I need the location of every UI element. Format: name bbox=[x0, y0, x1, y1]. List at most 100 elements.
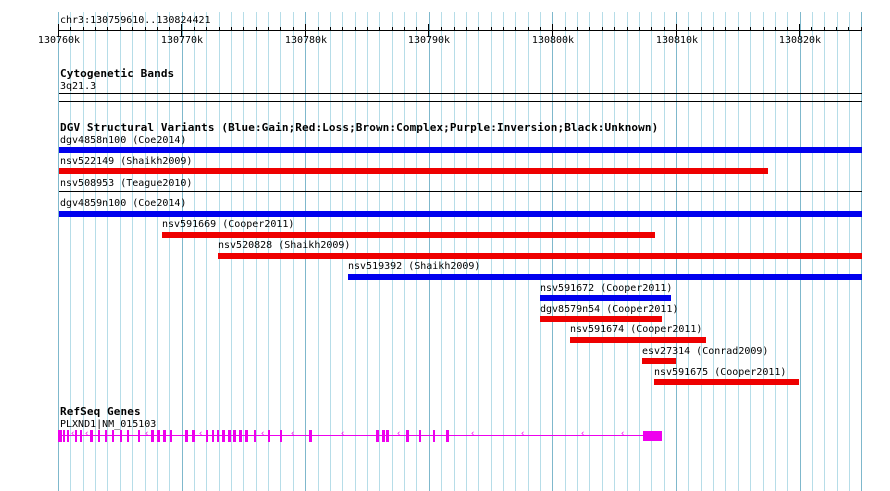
ruler-minor-tick bbox=[379, 27, 380, 31]
ruler-minor-tick bbox=[750, 27, 751, 31]
grid-line bbox=[280, 12, 281, 491]
ruler-minor-tick bbox=[268, 27, 269, 31]
gene-exon bbox=[157, 430, 160, 442]
variant-bar-loss[interactable] bbox=[642, 358, 676, 364]
ruler-minor-tick bbox=[169, 27, 170, 31]
gene-exon bbox=[309, 430, 312, 442]
ruler-minor-tick bbox=[318, 27, 319, 31]
grid-line bbox=[182, 12, 183, 491]
gene-exon bbox=[63, 430, 65, 442]
region-label: chr3:130759610..130824421 bbox=[60, 15, 211, 26]
variant-label: nsv591674 (Cooper2011) bbox=[570, 324, 703, 335]
ruler-minor-tick bbox=[614, 27, 615, 31]
strand-arrow-icon: ‹ bbox=[340, 429, 346, 439]
variant-bar-unknown[interactable] bbox=[59, 191, 862, 192]
grid-line bbox=[787, 12, 788, 491]
grid-line bbox=[231, 12, 232, 491]
variant-bar-gain[interactable] bbox=[348, 274, 862, 280]
variant-label: esv27314 (Conrad2009) bbox=[642, 346, 769, 357]
grid-line bbox=[206, 12, 207, 491]
grid-line bbox=[355, 12, 356, 491]
variant-bar-loss[interactable] bbox=[162, 232, 655, 238]
ruler-minor-tick bbox=[639, 27, 640, 31]
grid-line bbox=[614, 12, 615, 491]
grid-line bbox=[379, 12, 380, 491]
variant-label: nsv591672 (Cooper2011) bbox=[540, 283, 673, 294]
variant-bar-loss[interactable] bbox=[570, 337, 706, 343]
ruler-minor-tick bbox=[367, 27, 368, 31]
ruler-minor-tick bbox=[528, 27, 529, 31]
grid-line bbox=[243, 12, 244, 491]
ruler-minor-tick bbox=[342, 27, 343, 31]
grid-line bbox=[404, 12, 405, 491]
grid-line bbox=[824, 12, 825, 491]
ruler-tick bbox=[552, 24, 553, 37]
variant-bar-loss[interactable] bbox=[540, 316, 662, 322]
ruler-minor-tick bbox=[454, 27, 455, 31]
ruler-minor-tick bbox=[540, 27, 541, 31]
ruler-minor-tick bbox=[602, 27, 603, 31]
variant-bar-gain[interactable] bbox=[540, 295, 671, 301]
gene-exon bbox=[185, 430, 188, 442]
ruler-minor-tick bbox=[132, 27, 133, 31]
ruler-minor-tick bbox=[83, 27, 84, 31]
gene-exon bbox=[98, 430, 100, 442]
ruler-minor-tick bbox=[194, 27, 195, 31]
grid-line bbox=[367, 12, 368, 491]
grid-line bbox=[861, 12, 862, 491]
ruler-tick bbox=[676, 24, 677, 37]
cytoband-track-title[interactable]: Cytogenetic Bands bbox=[60, 67, 175, 80]
gene-exon bbox=[170, 430, 172, 442]
strand-arrow-icon: ‹ bbox=[70, 429, 76, 439]
ruler-minor-tick bbox=[219, 27, 220, 31]
grid-line bbox=[157, 12, 158, 491]
gene-exon bbox=[90, 430, 93, 442]
grid-line bbox=[219, 12, 220, 491]
gene-exon bbox=[127, 430, 129, 442]
variant-label: dgv4858n100 (Coe2014) bbox=[60, 135, 187, 146]
cytoband-band-bottom bbox=[59, 101, 862, 102]
variant-bar-gain[interactable] bbox=[59, 211, 862, 217]
grid-line bbox=[392, 12, 393, 491]
cytoband-band-top[interactable] bbox=[59, 93, 862, 94]
gene-exon bbox=[212, 430, 214, 442]
refseq-track-title[interactable]: RefSeq Genes bbox=[60, 405, 141, 418]
grid-line bbox=[503, 12, 504, 491]
gene-exon bbox=[105, 430, 107, 442]
grid-line bbox=[194, 12, 195, 491]
ruler-minor-tick bbox=[861, 27, 862, 31]
grid-line bbox=[305, 12, 306, 491]
ruler-minor-tick bbox=[811, 27, 812, 31]
grid-line bbox=[738, 12, 739, 491]
variant-bar-gain[interactable] bbox=[59, 147, 862, 153]
ruler-tick bbox=[181, 24, 182, 37]
grid-line bbox=[256, 12, 257, 491]
grid-line bbox=[725, 12, 726, 491]
ruler-minor-tick bbox=[515, 27, 516, 31]
ruler-tick bbox=[799, 24, 800, 37]
ruler-minor-tick bbox=[355, 27, 356, 31]
dgv-track-title[interactable]: DGV Structural Variants (Blue:Gain;Red:L… bbox=[60, 121, 659, 134]
grid-line bbox=[602, 12, 603, 491]
variant-label: dgv4859n100 (Coe2014) bbox=[60, 198, 187, 209]
grid-line bbox=[330, 12, 331, 491]
gene-utr-block bbox=[643, 431, 662, 441]
strand-arrow-icon: ‹ bbox=[290, 429, 296, 439]
ruler-minor-tick bbox=[725, 27, 726, 31]
grid-line bbox=[565, 12, 566, 491]
ruler-minor-tick bbox=[491, 27, 492, 31]
gene-exon bbox=[419, 430, 421, 442]
ruler-minor-tick bbox=[664, 27, 665, 31]
grid-line bbox=[713, 12, 714, 491]
ruler-tick-label: 130760k bbox=[37, 35, 81, 46]
grid-line bbox=[639, 12, 640, 491]
gene-exon bbox=[217, 430, 219, 442]
ruler-tick bbox=[305, 24, 306, 37]
variant-bar-loss[interactable] bbox=[218, 253, 862, 259]
ruler-minor-tick bbox=[145, 27, 146, 31]
variant-bar-loss[interactable] bbox=[59, 168, 768, 174]
variant-bar-loss[interactable] bbox=[654, 379, 799, 385]
ruler-tick-label: 130780k bbox=[284, 35, 328, 46]
grid-line bbox=[318, 12, 319, 491]
gene-exon bbox=[67, 430, 69, 442]
